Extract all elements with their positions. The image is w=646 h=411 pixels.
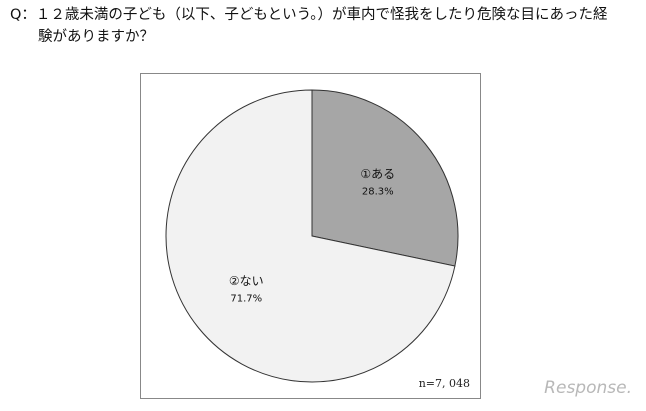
pie-slice [165,89,456,383]
slice-label: ②ない [229,274,264,288]
watermark: Response. [544,378,632,398]
chart-title: Q：１２歳未満の子ども（以下、子どもという。）が車内で怪我をしたり危険な目にあっ… [10,7,608,45]
data-label: 28.3% [362,187,394,198]
slice-label: ①ある [360,167,395,181]
pie-slice [311,89,459,267]
annotation: n=7, 048 [419,377,470,390]
data-label: 71.7% [230,293,262,304]
